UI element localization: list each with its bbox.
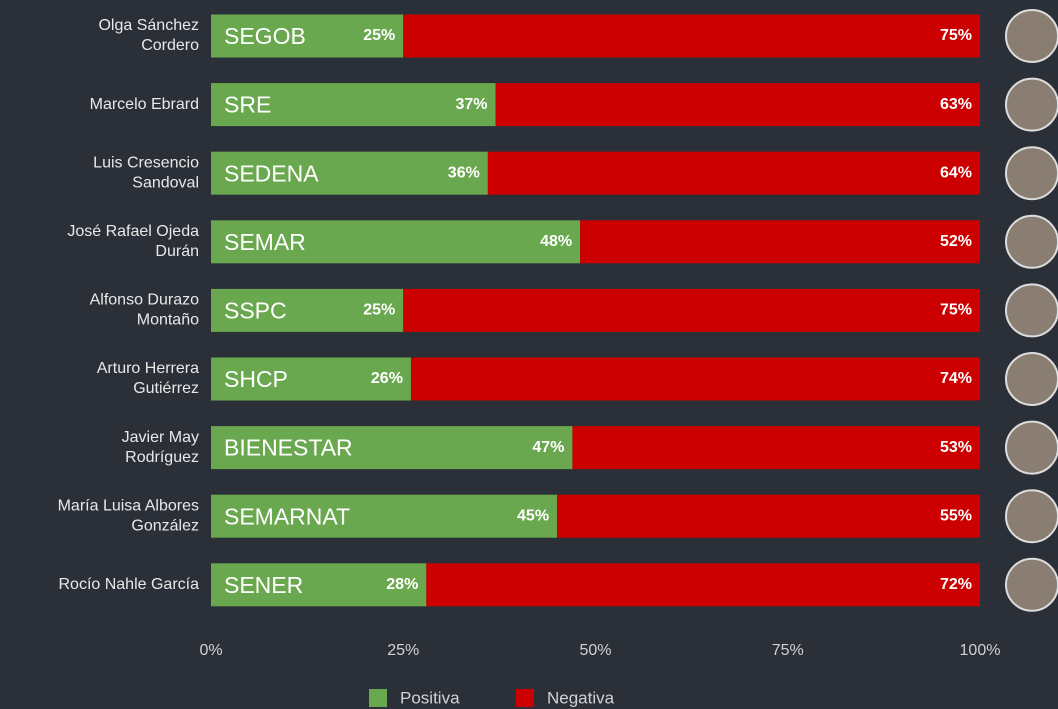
- value-label: 75%: [940, 302, 972, 319]
- avatar: [1006, 353, 1058, 405]
- legend-swatch: [516, 689, 534, 707]
- avatar: [1006, 147, 1058, 199]
- category-label: González: [131, 517, 199, 534]
- x-tick-label: 50%: [579, 642, 611, 659]
- agency-label: SEGOB: [224, 23, 306, 49]
- x-tick-label: 75%: [772, 642, 804, 659]
- x-tick-label: 25%: [387, 642, 419, 659]
- value-label: 36%: [448, 164, 480, 181]
- category-label: Javier May: [122, 429, 199, 446]
- agency-label: SEMARNAT: [224, 503, 350, 529]
- value-label: 25%: [363, 27, 395, 44]
- category-label: Cordero: [141, 37, 199, 54]
- value-label: 55%: [940, 507, 972, 524]
- agency-label: SEDENA: [224, 160, 319, 186]
- agency-label: SEMAR: [224, 229, 306, 255]
- agency-label: SSPC: [224, 297, 287, 323]
- avatar: [1006, 559, 1058, 611]
- category-label: Arturo Herrera: [97, 360, 199, 377]
- value-label: 26%: [371, 370, 403, 387]
- bar-segment: [488, 152, 980, 195]
- x-tick-label: 0%: [199, 642, 222, 659]
- avatar: [1006, 284, 1058, 336]
- bar-segment: [580, 220, 980, 263]
- value-label: 52%: [940, 233, 972, 250]
- avatar: [1006, 79, 1058, 131]
- value-label: 74%: [940, 370, 972, 387]
- value-label: 25%: [363, 302, 395, 319]
- bar-segment: [496, 83, 980, 126]
- value-label: 45%: [517, 507, 549, 524]
- value-label: 64%: [940, 164, 972, 181]
- x-tick-label: 100%: [960, 642, 1001, 659]
- category-label: Olga Sánchez: [98, 17, 199, 34]
- avatar: [1006, 490, 1058, 542]
- bar-segment: [426, 563, 980, 606]
- avatar: [1006, 422, 1058, 474]
- agency-label: BIENESTAR: [224, 435, 353, 461]
- value-label: 47%: [532, 439, 564, 456]
- category-label: Montaño: [137, 312, 199, 329]
- bar-segment: [411, 358, 980, 401]
- category-label: Durán: [155, 243, 199, 260]
- bar-segment: [403, 289, 980, 332]
- agency-label: SHCP: [224, 366, 288, 392]
- value-label: 48%: [540, 233, 572, 250]
- category-label: José Rafael Ojeda: [67, 223, 199, 240]
- category-label: Luis Cresencio: [93, 154, 199, 171]
- value-label: 63%: [940, 96, 972, 113]
- value-label: 53%: [940, 439, 972, 456]
- bar-segment: [403, 15, 980, 58]
- value-label: 28%: [386, 576, 418, 593]
- bar-segment: [572, 426, 980, 469]
- category-label: Alfonso Durazo: [90, 292, 199, 309]
- category-label: Rocío Nahle García: [58, 576, 199, 593]
- value-label: 37%: [455, 96, 487, 113]
- avatar: [1006, 216, 1058, 268]
- chart: 0% 25% 50% 75% 100% Olga Sánchez Cordero 25% 75%…: [0, 0, 1058, 709]
- legend-swatch: [369, 689, 387, 707]
- avatar: [1006, 10, 1058, 62]
- category-label: Sandoval: [132, 174, 199, 191]
- legend-label: Negativa: [547, 688, 615, 707]
- category-label: Rodríguez: [125, 449, 199, 466]
- value-label: 72%: [940, 576, 972, 593]
- category-label: Marcelo Ebrard: [90, 96, 199, 113]
- category-label: Gutiérrez: [133, 380, 199, 397]
- bar-segment: [557, 495, 980, 538]
- value-label: 75%: [940, 27, 972, 44]
- agency-label: SRE: [224, 92, 271, 118]
- agency-label: SENER: [224, 572, 303, 598]
- legend-label: Positiva: [400, 688, 460, 707]
- category-label: María Luisa Albores: [58, 497, 199, 514]
